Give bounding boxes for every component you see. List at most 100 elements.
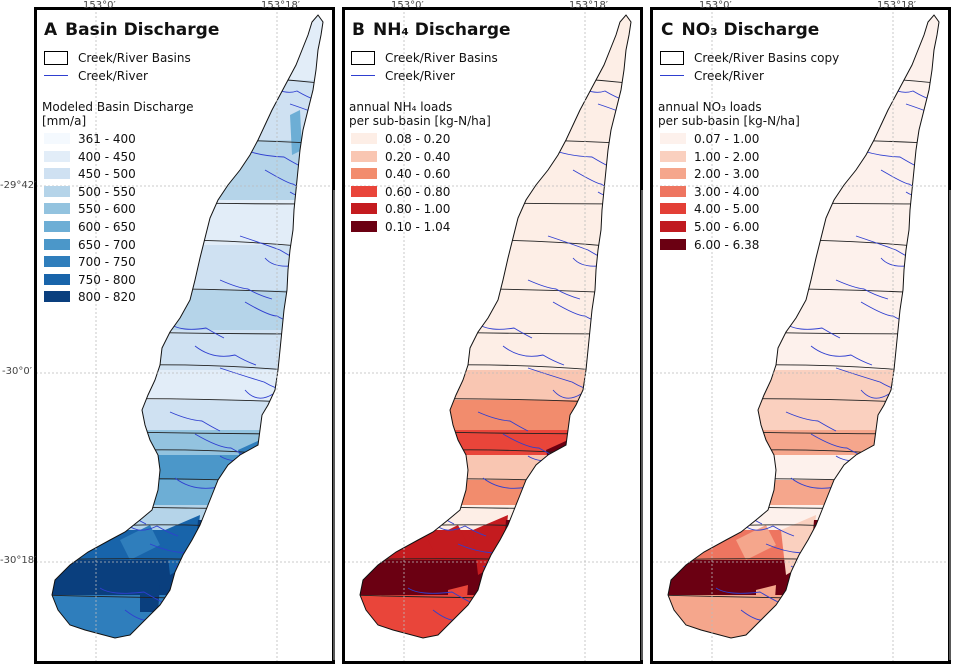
legend-color-swatch xyxy=(44,238,70,250)
legend-color-swatch xyxy=(44,291,70,303)
legend-color-swatch xyxy=(44,273,70,285)
basin-outline-symbol xyxy=(660,51,684,65)
river-line xyxy=(930,213,939,234)
legend-class-item: 0.20 - 0.40 xyxy=(349,150,491,168)
legend-class-item: 0.10 - 1.04 xyxy=(349,220,491,238)
lon-label-panel-a-right: 153°18′ xyxy=(261,0,301,11)
legend-class-label: 0.10 - 1.04 xyxy=(385,219,451,234)
legend-color-swatch xyxy=(351,133,377,144)
legend-heading-line-1: annual NO₃ loads xyxy=(658,100,762,114)
lon-label-panel-b-right: 153°18′ xyxy=(569,0,609,11)
legend-class-label: 5.00 - 6.00 xyxy=(694,219,760,234)
river-line xyxy=(855,59,903,75)
legend-heading-line-2: per sub-basin [kg-N/ha] xyxy=(349,114,491,128)
basin-outline-symbol xyxy=(44,51,68,65)
river-line xyxy=(597,191,631,207)
legend-heading-line-2: per sub-basin [kg-N/ha] xyxy=(658,114,800,128)
legend-color-swatch xyxy=(351,168,377,180)
coastline-outline xyxy=(667,14,940,639)
sub-basin-highlight xyxy=(120,525,160,560)
legend-class-label: 700 - 750 xyxy=(78,255,136,270)
sub-basin-zone xyxy=(360,560,631,596)
legend-class-label: 550 - 600 xyxy=(78,202,136,217)
legend-color-swatch xyxy=(44,133,70,144)
river-line xyxy=(477,411,529,432)
legend-layer-label: Creek/River xyxy=(694,69,764,83)
legend-class-label: 0.60 - 0.80 xyxy=(385,184,451,199)
legend-layer-label: Creek/River Basins xyxy=(385,51,498,65)
legend-class-item: 500 - 550 xyxy=(42,185,194,203)
legend-color-swatch xyxy=(44,168,70,180)
sub-basin-zone xyxy=(360,245,631,291)
legend-layer-label: Creek/River xyxy=(385,69,455,83)
legend-class-label: 750 - 800 xyxy=(78,272,136,287)
legend-class-item: 3.00 - 4.00 xyxy=(658,185,800,203)
legend-layer-label: Creek/River Basins xyxy=(78,51,191,65)
river-line xyxy=(169,411,221,432)
river-line xyxy=(547,59,595,75)
legend-class-item: 5.00 - 6.00 xyxy=(658,220,800,238)
legend-color-swatch xyxy=(660,150,686,162)
sub-basin-zone xyxy=(668,480,939,506)
basin-outline-symbol xyxy=(351,51,375,65)
legend-layer-item: Creek/River xyxy=(42,68,194,86)
legend-class-item: 400 - 450 xyxy=(42,150,194,168)
river-line xyxy=(790,565,859,591)
legend-class-label: 361 - 400 xyxy=(78,132,136,146)
legend-color-swatch xyxy=(351,203,377,215)
legend-class-label: 1.00 - 2.00 xyxy=(694,149,760,164)
legend-layer-item: Creek/River Basins copy xyxy=(658,50,839,68)
panel-c-title: C NO₃ Discharge xyxy=(661,20,820,40)
lon-label-panel-a-left: 153°0′ xyxy=(83,0,116,11)
legend-class-label: 6.00 - 6.38 xyxy=(694,237,760,252)
coastline-outline xyxy=(359,14,632,639)
sub-basin-highlight xyxy=(598,110,610,155)
sub-basin-zone xyxy=(668,455,939,481)
sub-basin-zone xyxy=(52,430,323,456)
legend-class-item: 800 - 820 xyxy=(42,290,194,308)
lat-label-2: -30°0′ xyxy=(2,366,32,377)
river-line xyxy=(219,279,273,300)
river-line xyxy=(905,103,939,129)
lon-label-panel-c-left: 153°0′ xyxy=(699,0,732,11)
coastline-outline xyxy=(51,14,324,639)
sub-basin-zone xyxy=(52,455,323,481)
river-line xyxy=(835,279,889,300)
legend-color-swatch xyxy=(44,150,70,162)
legend-class-label: 400 - 450 xyxy=(78,149,136,164)
sub-basin-highlight xyxy=(736,525,776,560)
legend-color-swatch xyxy=(351,185,377,197)
legend-layer-label: Creek/River Basins copy xyxy=(694,51,840,65)
legend-class-label: 600 - 650 xyxy=(78,219,136,234)
legend-class-item: 4.00 - 5.00 xyxy=(658,202,800,220)
sub-basin-highlight xyxy=(448,585,468,612)
sub-basin-zone xyxy=(360,290,631,331)
legend-heading: annual NO₃ loads per sub-basin [kg-N/ha] xyxy=(658,100,800,128)
legend-layer-item: Creek/River Basins xyxy=(42,50,194,68)
legend-class-label: 650 - 700 xyxy=(78,237,136,252)
legend-color-swatch xyxy=(660,185,686,197)
legend-color-swatch xyxy=(660,133,686,144)
river-line xyxy=(194,345,257,366)
sub-basin-highlight xyxy=(428,525,468,560)
lon-label-panel-c-right: 153°18′ xyxy=(877,0,917,11)
river-line xyxy=(169,323,225,339)
legend-heading-line-2: [mm/a] xyxy=(42,114,87,128)
legend-layer-item: Creek/River Basins xyxy=(349,50,498,68)
river-line xyxy=(124,521,179,537)
sub-basin-zone xyxy=(52,370,323,401)
panel-c-legend: Creek/River Basins copy Creek/River annual… xyxy=(658,50,839,255)
legend-class-item: 0.07 - 1.00 xyxy=(658,132,800,150)
legend-heading-line-1: Modeled Basin Discharge xyxy=(42,100,194,114)
sub-basin-highlight xyxy=(140,585,160,612)
river-line xyxy=(407,587,471,603)
legend-class-item: 750 - 800 xyxy=(42,273,194,291)
sub-basin-zone xyxy=(360,455,631,481)
river-line xyxy=(810,345,873,366)
legend-color-swatch xyxy=(44,203,70,215)
legend-heading: Modeled Basin Discharge [mm/a] xyxy=(42,100,194,128)
lon-label-panel-b-left: 153°0′ xyxy=(391,0,424,11)
sub-basin-zone xyxy=(668,290,939,331)
sub-basin-zone xyxy=(668,400,939,431)
